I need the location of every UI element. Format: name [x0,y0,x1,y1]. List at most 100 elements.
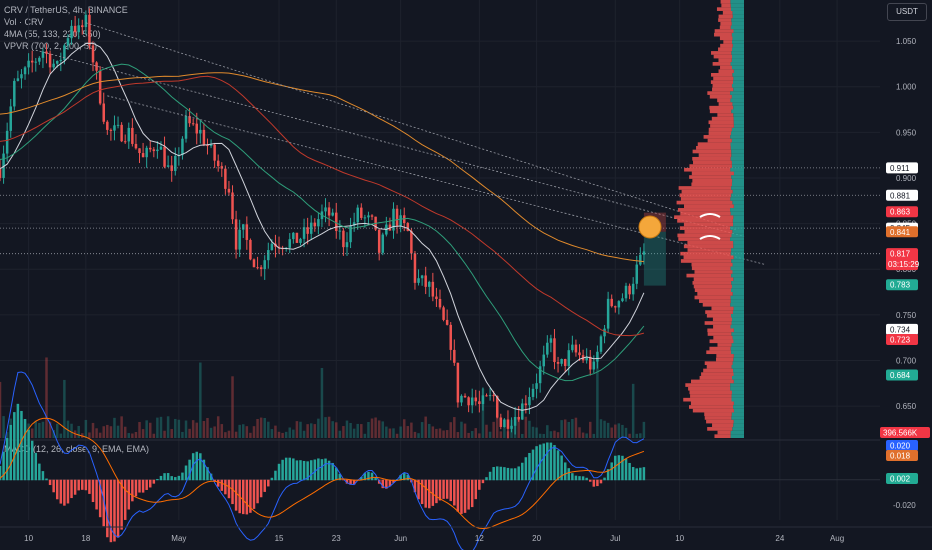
macd-histogram-bar [174,477,177,481]
macd-histogram-bar [242,479,245,515]
vpvr-bar-up [733,368,744,373]
volume-bar [578,427,581,438]
volume-bar [399,426,402,438]
volume-bar [52,430,55,438]
candle-body [639,254,642,265]
vpvr-bar-down [691,266,731,271]
vpvr-bar-down [717,113,734,117]
candle-body [599,336,603,352]
candle-body [123,141,127,143]
macd-histogram-bar [227,479,231,499]
vpvr-bar-down [674,215,734,219]
chart-title[interactable]: CRV / TetherUS, 4h, BINANCE [4,5,128,15]
indicator-vpvr[interactable]: VPVR (700, 2, 200, 50) [4,41,98,51]
macd-histogram-bar [170,476,173,481]
vpvr-bar-up [730,3,744,8]
volume-bar [349,422,352,438]
volume-bar [467,432,470,438]
macd-legend[interactable]: MACD (12, 26, close, 9, EMA, EMA) [4,444,150,454]
vpvr-bar-down [718,102,733,106]
candle-body [309,222,313,234]
macd-histogram-bar [88,479,91,494]
candle-body [578,352,581,356]
vpvr-bar-down [720,65,732,70]
volume-bar [292,429,295,438]
volume-bar [156,417,159,438]
vpvr-bar-up [731,233,744,238]
candle-body [335,212,338,231]
macd-histogram-bar [399,474,402,481]
candle-body [546,342,549,355]
macd-histogram-bar [159,475,163,481]
moving-averages [0,42,645,411]
vpvr-bar-up [732,40,744,44]
macd-histogram-bar [628,462,631,481]
macd-histogram-bar [513,468,517,481]
vpvr-bar-down [711,51,732,55]
volume-bar [374,417,377,438]
candle-body [377,229,381,253]
macd-histogram-bar [492,467,495,481]
candle-body [467,397,470,406]
currency-button[interactable]: USDT [887,3,927,21]
vpvr-bar-up [731,65,744,70]
macd-histogram-bar [66,479,70,504]
macd-histogram-bar [188,459,191,481]
macd-histogram-bar [59,479,63,504]
vpvr-bar-down [716,7,731,11]
macd-histogram-bar [48,479,52,486]
macd-histogram-bar [263,479,266,492]
macd-histogram-bar [481,479,485,484]
candle-body [556,362,560,364]
vpvr-bar-up [731,153,744,157]
volume-bar [231,376,234,438]
macd-histogram-bar [284,457,288,481]
price-axis[interactable]: 0.6500.7000.7500.8000.8500.9000.9501.000… [880,37,930,438]
vpvr-bar-up [733,306,744,311]
macd-histogram-bar [34,452,38,481]
candle-body [485,395,488,397]
candle-body [256,267,259,269]
macd-histogram-bar [495,466,499,481]
price-tag-label: 0.841 [890,228,911,237]
vpvr-bar-up [730,430,744,435]
candle-body [413,253,417,283]
indicator-4ma[interactable]: 4MA (55, 133, 220, 550) [4,29,101,39]
candle-body [495,396,499,418]
vpvr-bar-up [733,372,744,376]
macd-histogram-bar [352,479,356,485]
candle-body [20,74,23,79]
time-axis[interactable]: 10 18 May 15 23 Jun 12 20 Jul 10 24 Aug [0,526,932,543]
vpvr-bar-down [717,98,731,103]
vpvr-bar-down [709,105,734,110]
vpvr-bar-up [733,423,744,428]
price-tag [886,162,918,174]
vpvr-bar-up [730,25,744,30]
vpvr-bar-up [733,222,744,227]
vpvr-bar-up [733,204,744,209]
volume-bar [259,417,263,438]
candle-body [98,70,102,104]
macd-histogram-bar [435,479,438,504]
vpvr-bar-up [733,124,744,128]
vpvr-bar-up [730,299,744,303]
candle-body [592,361,596,370]
volume-bar [5,432,9,438]
volume-bar [163,430,166,438]
vpvr-bar-down [708,120,734,125]
x-tick-label: Jun [394,534,407,543]
candle-body [360,207,363,218]
trendline [85,22,738,231]
indicator-volume[interactable]: Vol · CRV [4,17,44,27]
candle-body [220,166,224,169]
macd-histogram-bar [456,479,460,512]
candle-body [342,230,345,248]
candle-body [159,146,163,150]
candle-body [242,224,245,230]
vpvr-bar-down [692,281,732,285]
vpvr-bar-down [707,328,734,333]
volume-bar [360,424,363,438]
vpvr-bar-up [730,135,744,139]
candle-body [352,222,356,226]
